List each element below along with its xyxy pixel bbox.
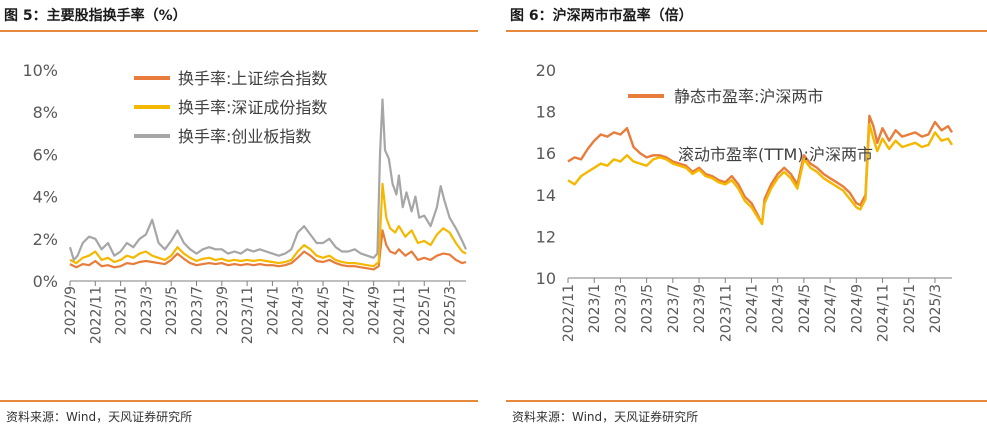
x-tick-label: 2023/9	[215, 286, 231, 335]
y-tick-label: 2%	[33, 230, 58, 249]
x-tick-label: 2024/9	[367, 286, 383, 335]
x-tick-label: 2024/7	[341, 286, 357, 335]
figure-5-top-rule	[0, 30, 478, 32]
x-tick-label: 2024/5	[316, 286, 332, 335]
x-tick-label: 2024/11	[876, 284, 892, 342]
y-tick-label: 10	[536, 269, 556, 288]
x-tick-label: 2023/7	[190, 286, 206, 335]
series-line	[69, 229, 467, 271]
series-line	[69, 182, 467, 268]
x-tick-label: 2023/7	[666, 284, 682, 333]
y-tick-label: 8%	[33, 103, 58, 122]
y-tick-label: 14	[536, 186, 556, 205]
x-tick-label: 2024/3	[291, 286, 307, 335]
y-tick-label: 12	[536, 227, 556, 246]
y-tick-label: 0%	[33, 272, 58, 291]
x-tick-label: 2023/3	[613, 284, 629, 333]
y-tick-label: 4%	[33, 188, 58, 207]
figure-5-source: 资料来源：Wind，天风证券研究所	[6, 410, 193, 424]
y-tick-label: 20	[536, 61, 556, 80]
figure-6-top-rule	[506, 30, 987, 32]
x-tick-label: 2024/3	[771, 284, 787, 333]
legend-label: 换手率:上证综合指数	[178, 69, 327, 88]
legend-label: 换手率:创业板指数	[178, 127, 311, 146]
figure-6-panel: 图 6：沪深两市市盈率（倍） 10 12 14 16 18 20 2022/11 2023/1…	[506, 0, 987, 429]
turnover-rate-chart: 0% 2% 4% 6% 8% 10% 2022/9 2022/11 2023/1 2023/3 20…	[22, 61, 468, 344]
x-tick-label: 2023/1	[587, 284, 603, 333]
y-tick-label: 18	[536, 103, 556, 122]
series-line	[68, 98, 468, 261]
y-tick-label: 6%	[33, 145, 58, 164]
x-tick-label: 2025/3	[928, 284, 944, 333]
x-tick-label: 2023/11	[240, 286, 256, 344]
figure-6-bottom-rule	[506, 400, 987, 402]
x-tick-label: 2023/11	[718, 284, 734, 342]
x-tick-label: 2022/11	[561, 284, 577, 342]
x-tick-label: 2023/1	[114, 286, 130, 335]
x-tick-label: 2023/5	[640, 284, 656, 333]
x-tick-label: 2024/5	[797, 284, 813, 333]
figure-6-source: 资料来源：Wind，天风证券研究所	[512, 410, 699, 424]
x-tick-label: 2024/1	[265, 286, 281, 335]
x-tick-label: 2022/11	[88, 286, 104, 344]
series-line	[567, 114, 954, 226]
x-tick-label: 2024/9	[849, 284, 865, 333]
x-tick-label: 2024/7	[823, 284, 839, 333]
pe-ratio-chart: 10 12 14 16 18 20 2022/11 2023/1 2023/3 2023/5 202…	[536, 61, 954, 342]
x-tick-label: 2024/1	[744, 284, 760, 333]
legend-label: 换手率:深证成份指数	[178, 98, 327, 117]
x-tick-label: 2022/9	[63, 286, 79, 335]
x-tick-label: 2023/9	[692, 284, 708, 333]
legend-label: 静态市盈率:沪深两市	[674, 87, 823, 106]
figure-6-title: 图 6：沪深两市市盈率（倍）	[510, 8, 693, 24]
x-tick-label: 2025/1	[902, 284, 918, 333]
y-tick-label: 16	[536, 144, 556, 163]
figure-5-title: 图 5：主要股指换手率（%）	[4, 8, 187, 24]
x-tick-label: 2024/11	[392, 286, 408, 344]
y-tick-label: 10%	[22, 61, 58, 80]
figure-5-bottom-rule	[0, 400, 478, 402]
legend-label: 滚动市盈率(TTM):沪深两市	[678, 145, 873, 164]
x-tick-label: 2025/3	[443, 286, 459, 335]
figure-5-panel: 图 5：主要股指换手率（%） 0% 2% 4% 6% 8% 10% 2022/9 2022/1…	[0, 0, 478, 429]
series-line	[567, 122, 954, 226]
x-tick-label: 2023/5	[164, 286, 180, 335]
x-tick-label: 2023/3	[139, 286, 155, 335]
x-tick-label: 2025/1	[417, 286, 433, 335]
